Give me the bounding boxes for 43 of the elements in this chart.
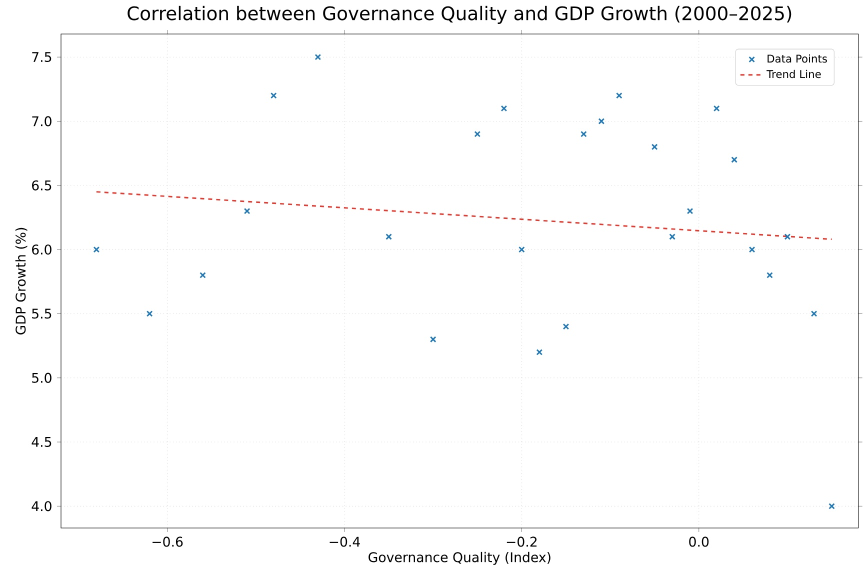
x-tick-label: −0.6 [152,536,183,547]
chart-title: Correlation between Governance Quality and GDP Growth (2000–2025) [128,6,792,24]
point [651,144,658,150]
point [686,208,694,214]
point [270,92,277,99]
point [146,310,153,317]
point [244,208,250,214]
point [314,54,322,60]
y-tick-label: 6.5 [32,180,52,190]
x-tick-label: 0.0 [689,536,709,547]
x-tick-label: −0.2 [506,536,537,547]
y-tick-label: 4.0 [32,501,52,512]
point [500,105,508,112]
x-axis-title: Governance Quality (Index) [368,552,550,565]
legend-label: Data Points [768,54,827,63]
y-tick-label: 7.5 [32,52,52,62]
point [669,234,676,240]
point [93,246,100,253]
x-tick-label: −0.4 [330,536,360,547]
y-tick-label: 5.0 [32,372,52,383]
y-axis-title: GDP Growth (%) [15,228,28,334]
point [828,502,835,510]
point [200,272,206,278]
legend-label: Trend Line [766,70,821,78]
point [616,92,622,99]
point [598,118,605,124]
point [731,156,738,163]
point [784,234,791,240]
point [766,272,773,278]
point [474,130,481,138]
y-tick-label: 5.5 [32,308,52,319]
point [536,349,543,356]
point [430,336,436,343]
y-tick-label: 6.0 [32,244,52,255]
y-tick-label: 4.5 [32,437,52,447]
point [580,130,587,138]
y-tick-label: 7.0 [32,116,52,126]
point [713,105,720,112]
point [562,323,570,330]
point [518,246,525,253]
point [748,246,756,253]
point [810,310,818,317]
point [386,234,392,240]
